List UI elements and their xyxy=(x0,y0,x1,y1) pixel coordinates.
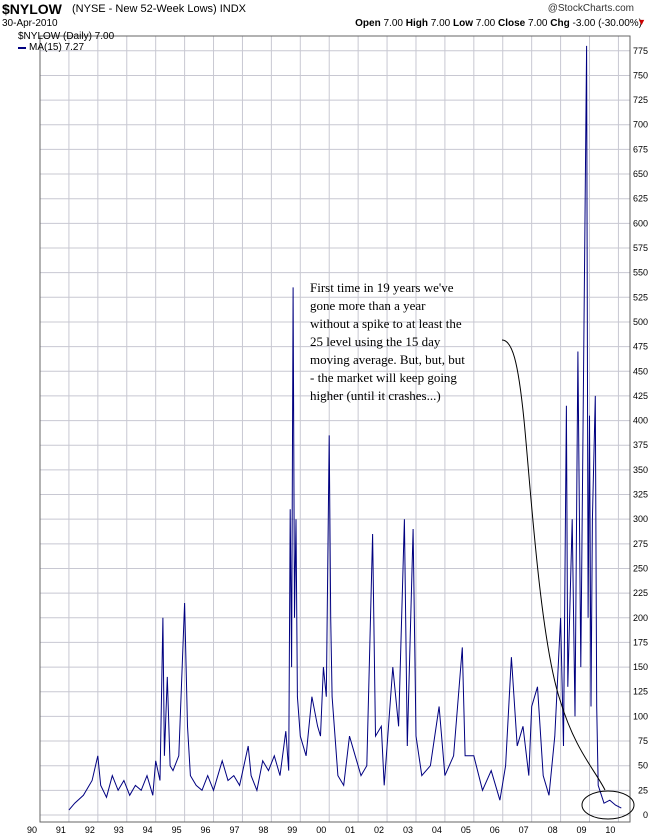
y-tick-label: 25 xyxy=(638,785,648,795)
y-tick-label: 450 xyxy=(633,366,648,376)
x-tick-label: 10 xyxy=(605,825,615,835)
y-tick-label: 775 xyxy=(633,46,648,56)
y-tick-label: 175 xyxy=(633,637,648,647)
down-triangle-icon: ▼ xyxy=(637,17,646,27)
x-tick-label: 06 xyxy=(490,825,500,835)
y-tick-label: 725 xyxy=(633,95,648,105)
annotation-text: First time in 19 years we've gone more th… xyxy=(310,280,465,403)
y-tick-label: 750 xyxy=(633,70,648,80)
legend-series-label: $NYLOW (Daily) 7.00 xyxy=(18,31,115,42)
annotation-line: moving average. But, but, but xyxy=(310,352,465,367)
y-tick-label: 125 xyxy=(633,687,648,697)
y-tick-label: 500 xyxy=(633,317,648,327)
x-tick-label: 97 xyxy=(229,825,239,835)
x-tick-label: 91 xyxy=(56,825,66,835)
symbol-title: $NYLOW xyxy=(2,1,62,17)
x-tick-label: 02 xyxy=(374,825,384,835)
x-tick-label: 04 xyxy=(432,825,442,835)
annotation-line: without a spike to at least the xyxy=(310,316,462,331)
legend: $NYLOW (Daily) 7.00 MA(15) 7.27 xyxy=(18,31,114,53)
low-value: 7.00 xyxy=(475,18,496,29)
y-tick-label: 300 xyxy=(633,514,648,524)
y-tick-label: 75 xyxy=(638,736,648,746)
low-label: Low xyxy=(452,18,473,29)
y-tick-label: 700 xyxy=(633,120,648,130)
y-tick-label: 425 xyxy=(633,391,648,401)
y-tick-label: 50 xyxy=(638,761,648,771)
y-axis: 0 25 50 75 100 125 150 175 200 225 250 275 300 325 350… xyxy=(633,46,648,820)
y-tick-label: 525 xyxy=(633,292,648,302)
y-tick-label: 400 xyxy=(633,416,648,426)
y-tick-label: 225 xyxy=(633,588,648,598)
y-tick-label: 675 xyxy=(633,144,648,154)
open-label: Open xyxy=(355,18,381,29)
y-tick-label: 350 xyxy=(633,465,648,475)
y-tick-label: 475 xyxy=(633,342,648,352)
chart-header: $NYLOW (NYSE - New 52-Week Lows) INDX 30… xyxy=(0,0,670,36)
x-tick-label: 95 xyxy=(172,825,182,835)
x-tick-label: 92 xyxy=(85,825,95,835)
legend-ma-swatch xyxy=(18,46,26,49)
y-tick-label: 625 xyxy=(633,194,648,204)
x-axis: 90 91 92 93 94 95 96 97 98 99 00 01 02 03 04 05 06 07 08 09… xyxy=(27,825,615,835)
chg-label: Chg xyxy=(550,18,570,29)
x-tick-label: 00 xyxy=(316,825,326,835)
series-line xyxy=(68,45,622,811)
open-value: 7.00 xyxy=(383,18,403,29)
legend-ma: MA(15) 7.27 xyxy=(18,42,114,53)
plot-frame xyxy=(39,35,631,823)
symbol-name: (NYSE - New 52-Week Lows) INDX xyxy=(72,3,247,15)
x-tick-label: 93 xyxy=(114,825,124,835)
y-tick-label: 375 xyxy=(633,440,648,450)
x-tick-label: 96 xyxy=(201,825,211,835)
y-tick-label: 100 xyxy=(633,711,648,721)
y-tick-label: 250 xyxy=(633,563,648,573)
y-tick-label: 325 xyxy=(633,490,648,500)
legend-series: $NYLOW (Daily) 7.00 xyxy=(18,31,114,42)
y-tick-label: 600 xyxy=(633,218,648,228)
annotation-line: gone more than a year xyxy=(310,298,426,313)
y-tick-label: 275 xyxy=(633,539,648,549)
high-label: High xyxy=(405,18,428,29)
copyright: @StockCharts.com xyxy=(547,3,634,14)
annotation-arrow xyxy=(501,339,606,791)
y-tick-label: 0 xyxy=(643,810,648,820)
x-tick-label: 09 xyxy=(577,825,587,835)
y-tick-label: 550 xyxy=(633,268,648,278)
x-tick-label: 03 xyxy=(403,825,413,835)
annotation-line: - the market will keep going xyxy=(310,370,457,385)
x-tick-label: 01 xyxy=(345,825,355,835)
chg-value: -3.00 (-30.00%) xyxy=(572,18,642,29)
close-label: Close xyxy=(498,18,526,29)
close-value: 7.00 xyxy=(528,18,548,29)
y-tick-label: 650 xyxy=(633,169,648,179)
x-tick-label: 98 xyxy=(258,825,268,835)
y-tick-label: 150 xyxy=(633,662,648,672)
annotation-line: 25 level using the 15 day xyxy=(310,334,441,349)
annotation-line: First time in 19 years we've xyxy=(310,280,454,295)
annotation-line: higher (until it crashes...) xyxy=(310,388,441,403)
x-tick-label: 90 xyxy=(27,825,37,835)
x-tick-label: 05 xyxy=(461,825,471,835)
ohlc-readout: Open 7.00 High 7.00 Low 7.00 Close 7.00 … xyxy=(355,18,642,29)
y-tick-label: 575 xyxy=(633,243,648,253)
legend-ma-label: MA(15) 7.27 xyxy=(29,42,85,53)
high-value: 7.00 xyxy=(430,18,451,29)
x-tick-label: 94 xyxy=(143,825,153,835)
y-tick-label: 200 xyxy=(633,613,648,623)
x-tick-label: 07 xyxy=(519,825,529,835)
x-tick-label: 08 xyxy=(548,825,558,835)
chart-date: 30-Apr-2010 xyxy=(2,18,58,29)
x-tick-label: 99 xyxy=(287,825,297,835)
grid xyxy=(39,36,630,822)
annotation-circle xyxy=(581,790,635,820)
